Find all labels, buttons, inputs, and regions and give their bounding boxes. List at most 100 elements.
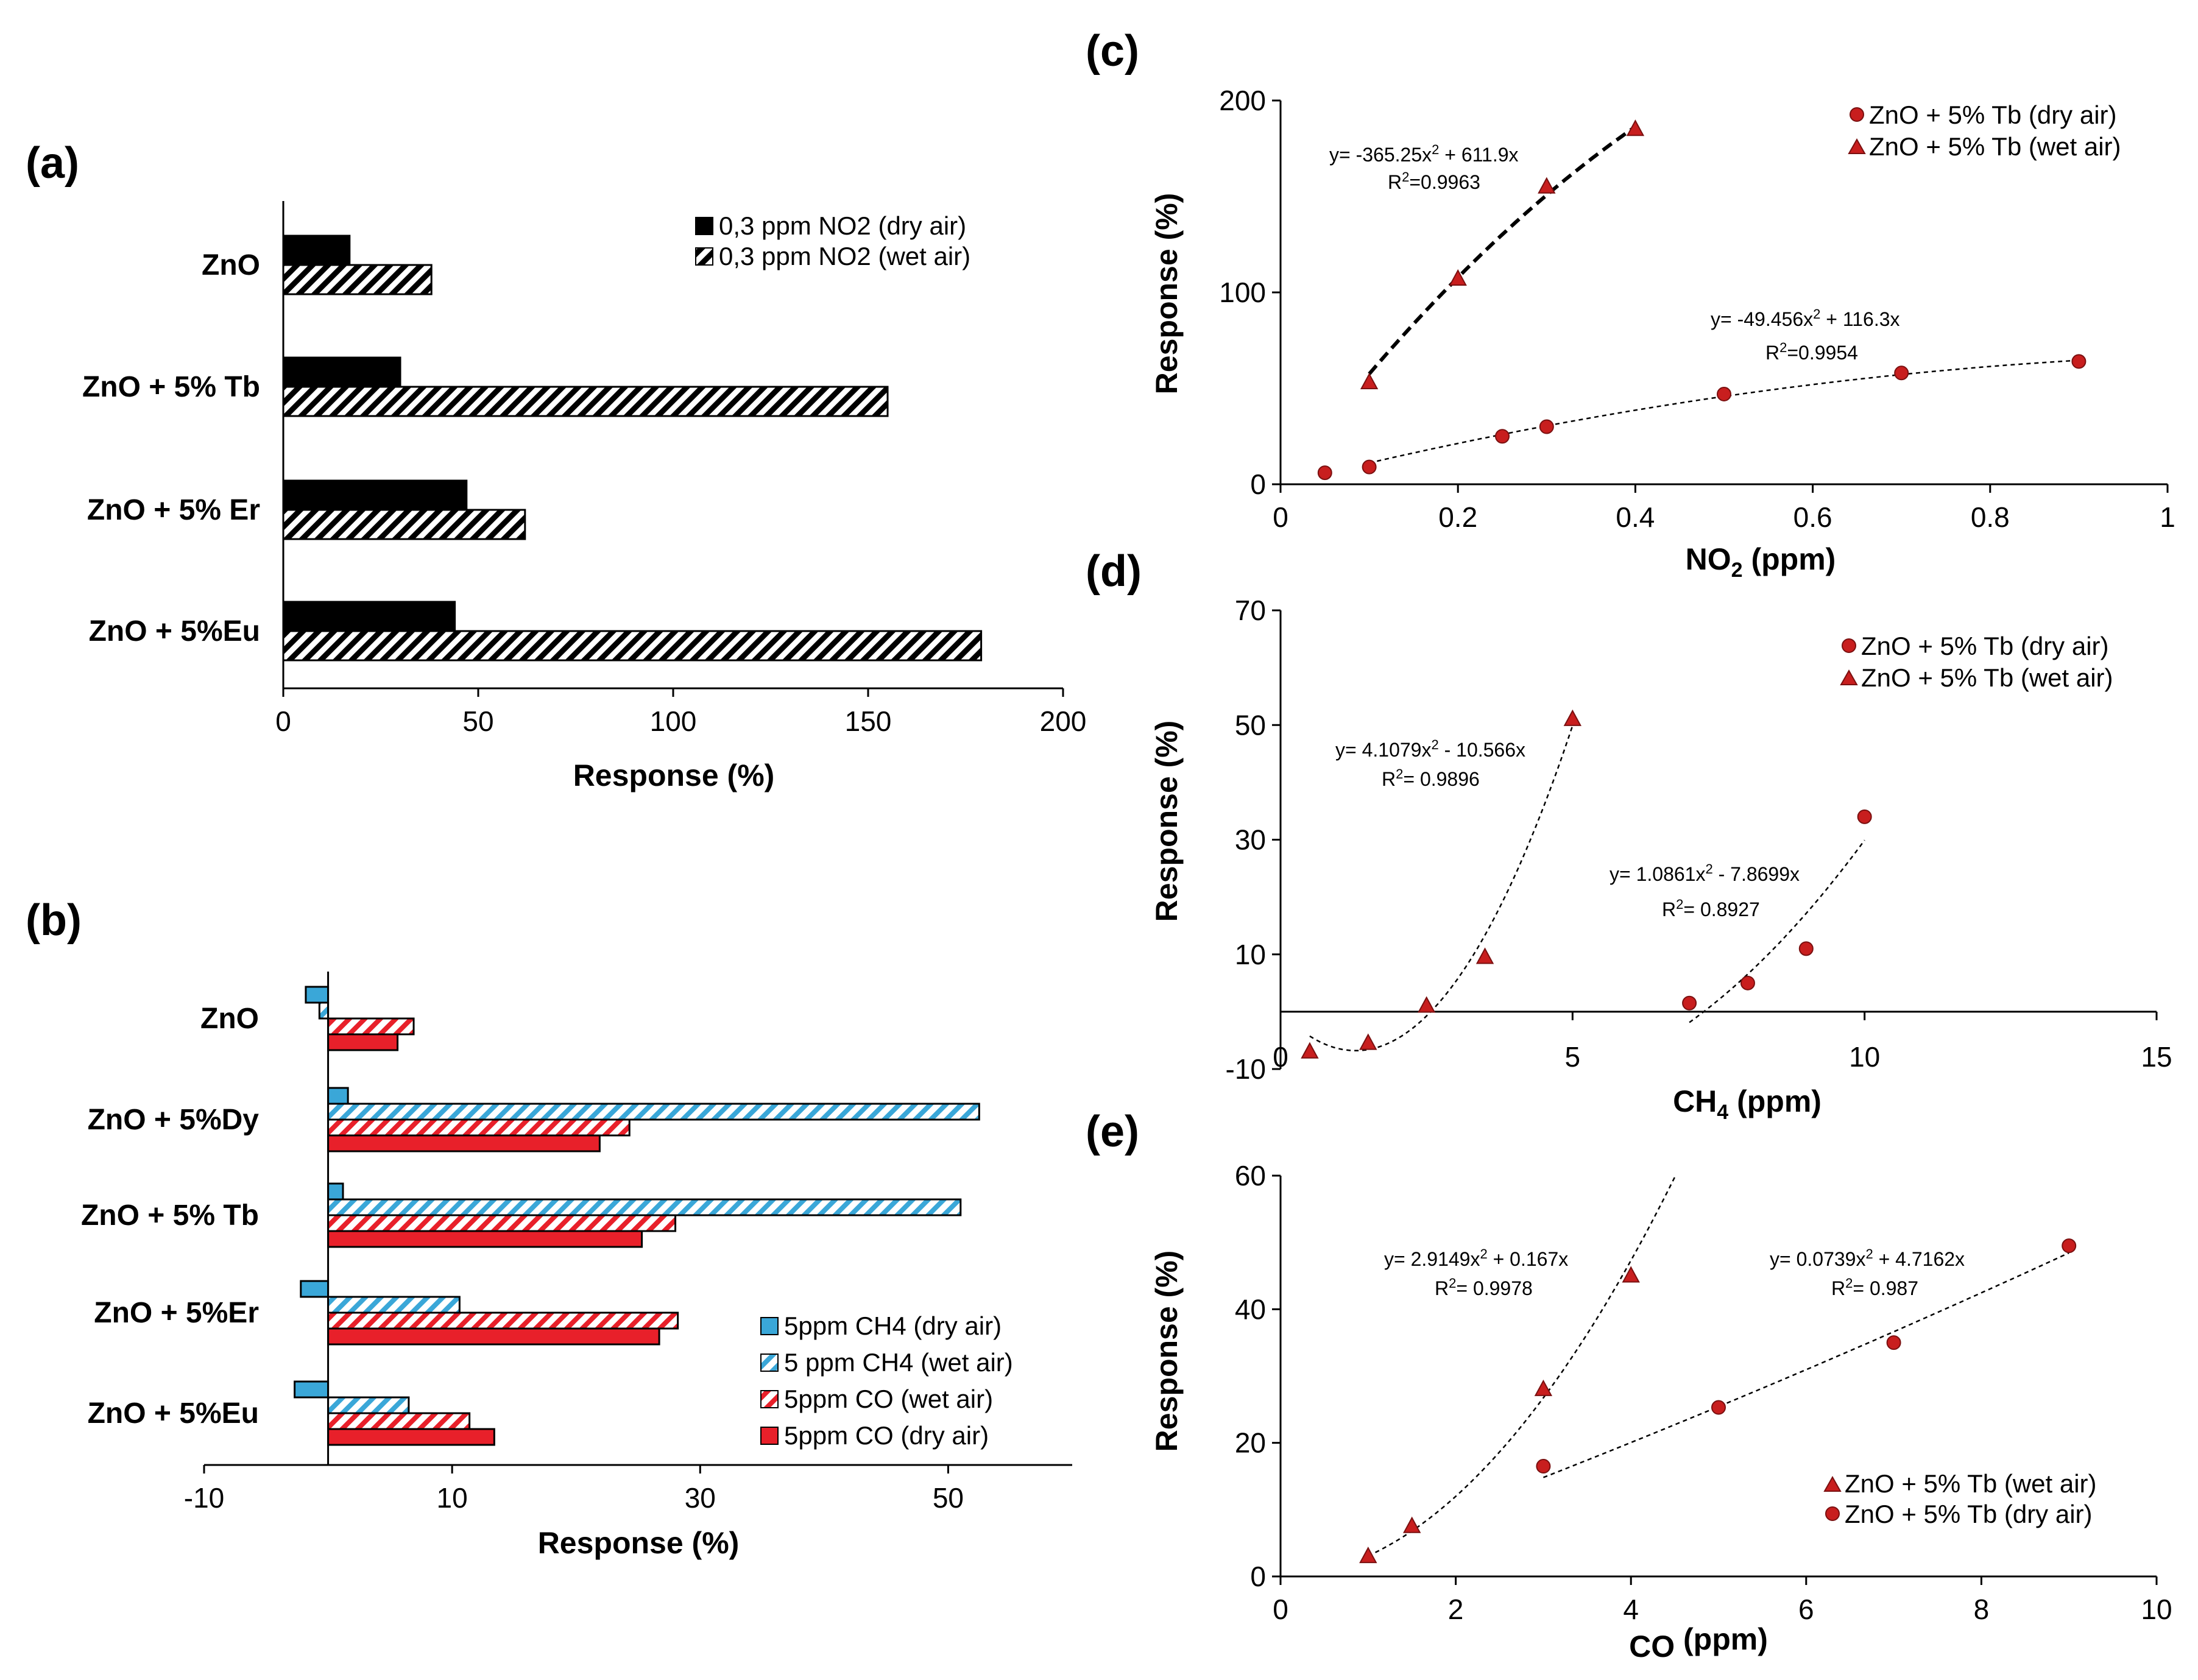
- panel-c-r2-wet: R2=0.9963: [1388, 169, 1480, 193]
- y-tick-label: 40: [1235, 1293, 1266, 1325]
- bar-b-3-3: [327, 1327, 660, 1346]
- y-tick-label: 20: [1235, 1427, 1266, 1459]
- bar-b-2-0: [327, 1182, 344, 1201]
- panel-d-ylabel: Response (%): [1150, 721, 1184, 922]
- legend-marker-triangle: [1823, 1475, 1842, 1492]
- panel-b-xlabel: Response (%): [538, 1526, 740, 1560]
- panel-a: (a) ZnO ZnO + 5% Tb ZnO + 5% Er ZnO + 5%Eu 0…: [26, 139, 1086, 792]
- legend-label-ch4-dry: 5ppm CH4 (dry air): [784, 1311, 1002, 1340]
- panel-c-xlabel: NO2 (ppm): [1686, 542, 1836, 582]
- x-tick-label: 50: [933, 1482, 964, 1514]
- y-tick-label: 50: [1235, 709, 1266, 741]
- bar-b-0-2: [327, 1017, 415, 1036]
- category-label: ZnO: [200, 1003, 259, 1035]
- legend-label-c-wet: ZnO + 5% Tb (wet air): [1869, 132, 2121, 161]
- legend-marker-circle: [1825, 1506, 1840, 1521]
- data-point-circle: [2062, 1238, 2077, 1254]
- data-point-circle: [1886, 1335, 1901, 1350]
- bar-b-1-0: [327, 1087, 349, 1105]
- panel-e-legend: ZnO + 5% Tb (wet air) ZnO + 5% Tb (dry a…: [1823, 1469, 2097, 1528]
- data-point-circle: [1495, 429, 1510, 444]
- bar-b-4-1: [327, 1396, 410, 1414]
- panel-a-label: (a): [26, 139, 79, 188]
- panel-d-r2-wet: R2= 0.9896: [1382, 766, 1480, 790]
- panel-e: (e) 0 20 40 60 0 2 4 6 8 10 CO (ppm) Response (%)…: [1086, 1107, 2172, 1664]
- panel-c-plot: 0 100 200 0 0.2 0.4 0.6 0.8 1: [1219, 85, 2175, 533]
- data-point-circle: [1717, 386, 1731, 401]
- x-tick-label: 0: [275, 705, 291, 737]
- data-point-circle: [1317, 465, 1332, 481]
- x-tick-label: 0.2: [1438, 501, 1477, 533]
- data-point-circle: [1740, 975, 1755, 990]
- x-tick-label: 150: [845, 705, 892, 737]
- x-tick-label: 0.4: [1616, 501, 1655, 533]
- x-tick-label: 1: [2160, 501, 2175, 533]
- legend-swatch-ch4-dry: [760, 1317, 779, 1335]
- panel-c-legend: ZnO + 5% Tb (dry air) ZnO + 5% Tb (wet a…: [1848, 101, 2121, 161]
- panel-d-label: (d): [1086, 547, 1142, 596]
- data-point-circle: [1857, 809, 1872, 824]
- category-label: ZnO + 5% Er: [87, 494, 260, 526]
- bar-a-0-1: [282, 264, 433, 295]
- panel-c-r2-dry: R2=0.9954: [1765, 340, 1858, 364]
- legend-label-ch4-wet: 5 ppm CH4 (wet air): [784, 1348, 1013, 1377]
- data-point-circle: [2071, 354, 2087, 369]
- x-tick-label: 100: [650, 705, 697, 737]
- y-tick-label: 0: [1250, 1561, 1266, 1592]
- category-label: ZnO: [202, 249, 260, 281]
- category-label: ZnO + 5%Dy: [88, 1104, 260, 1136]
- x-tick-label: 2: [1448, 1594, 1464, 1625]
- bar-b-4-2: [327, 1412, 471, 1430]
- data-point-triangle: [1301, 1042, 1319, 1059]
- panel-d-eq-wet: y= 4.1079x2 - 10.566x: [1335, 737, 1525, 761]
- data-point-triangle: [1622, 1266, 1640, 1283]
- x-tick-label: 10: [2141, 1594, 2172, 1625]
- bar-b-2-3: [327, 1230, 643, 1248]
- panel-d-eq-dry: y= 1.0861x2 - 7.8699x: [1610, 861, 1800, 885]
- x-tick-label: 0: [1273, 1594, 1288, 1625]
- data-point-triangle: [1417, 996, 1436, 1013]
- bar-b-3-2: [327, 1311, 679, 1330]
- data-point-triangle: [1403, 1516, 1421, 1533]
- legend-label-d-dry: ZnO + 5% Tb (dry air): [1861, 632, 2109, 660]
- legend-label-e-dry: ZnO + 5% Tb (dry air): [1845, 1500, 2093, 1528]
- panel-c-eq-wet: y= -365.25x2 + 611.9x: [1329, 142, 1519, 166]
- data-point-triangle: [1538, 177, 1556, 194]
- bar-b-2-1: [327, 1198, 962, 1216]
- y-tick-label: -10: [1226, 1053, 1266, 1085]
- legend-label-e-wet: ZnO + 5% Tb (wet air): [1845, 1469, 2097, 1498]
- fit-line-1: [1542, 1252, 2069, 1478]
- bar-a-1-1: [282, 386, 889, 417]
- panel-c-equations: y= -365.25x2 + 611.9x R2=0.9963 y= -49.4…: [1329, 142, 1900, 364]
- x-tick-label: -10: [184, 1482, 224, 1514]
- legend-label-co-wet: 5ppm CO (wet air): [784, 1385, 993, 1413]
- legend-label-d-wet: ZnO + 5% Tb (wet air): [1861, 663, 2113, 692]
- legend-swatch-co-dry: [760, 1427, 779, 1445]
- bar-b-0-0: [305, 986, 330, 1004]
- panel-a-legend: 0,3 ppm NO2 (dry air) 0,3 ppm NO2 (wet a…: [695, 211, 970, 270]
- legend-label-c-dry: ZnO + 5% Tb (dry air): [1869, 101, 2117, 129]
- y-tick-label: 100: [1219, 277, 1266, 308]
- legend-swatch-dry: [695, 217, 713, 235]
- x-tick-label: 0: [1273, 501, 1288, 533]
- y-tick-label: 0: [1250, 468, 1266, 500]
- y-tick-label: 30: [1235, 824, 1266, 856]
- data-point-triangle: [1449, 269, 1467, 286]
- x-tick-label: 6: [1798, 1594, 1814, 1625]
- legend-marker-circle: [1842, 638, 1856, 653]
- bar-a-3-1: [282, 630, 983, 662]
- x-tick-label: 0: [1273, 1041, 1288, 1073]
- bar-b-3-0: [300, 1280, 330, 1298]
- legend-marker-triangle: [1848, 138, 1866, 154]
- bar-a-0-0: [282, 235, 351, 266]
- bar-b-1-1: [327, 1103, 980, 1121]
- panel-d-legend: ZnO + 5% Tb (dry air) ZnO + 5% Tb (wet a…: [1840, 632, 2113, 692]
- fit-line-0: [1369, 359, 2079, 464]
- x-tick-label: 8: [1974, 1594, 1990, 1625]
- panel-e-equations: y= 2.9149x2 + 0.167x R2= 0.9978 y= 0.073…: [1384, 1246, 1965, 1299]
- bar-a-2-0: [282, 479, 468, 511]
- y-tick-label: 60: [1235, 1160, 1266, 1191]
- legend-marker-triangle: [1840, 669, 1858, 685]
- legend-swatch-ch4-wet: [760, 1354, 779, 1372]
- panel-e-r2-wet: R2= 0.9978: [1435, 1276, 1533, 1299]
